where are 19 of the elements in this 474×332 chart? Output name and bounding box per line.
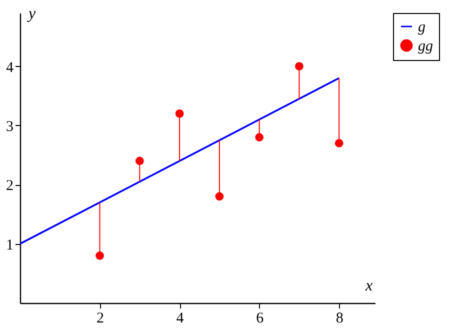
y-tick-label: 4 (6, 60, 14, 76)
point (295, 62, 304, 70)
point (255, 133, 264, 142)
legend-label: gg (418, 38, 434, 54)
point (135, 156, 144, 166)
y-tick-label: 3 (6, 118, 14, 135)
legend-label: g (418, 20, 426, 36)
point (334, 139, 344, 148)
point (215, 192, 224, 201)
y-tick-label: 2 (6, 178, 14, 194)
x-tick-label: 6 (256, 310, 264, 326)
y-tick-label: 1 (6, 237, 14, 254)
x-axis-title: x (364, 278, 373, 294)
y-axis-title: y (26, 6, 36, 22)
x-tick-label: 4 (176, 310, 184, 326)
point (96, 251, 104, 260)
x-tick-label: 2 (96, 310, 104, 326)
point (175, 109, 184, 118)
x-tick-label: 8 (336, 310, 344, 326)
